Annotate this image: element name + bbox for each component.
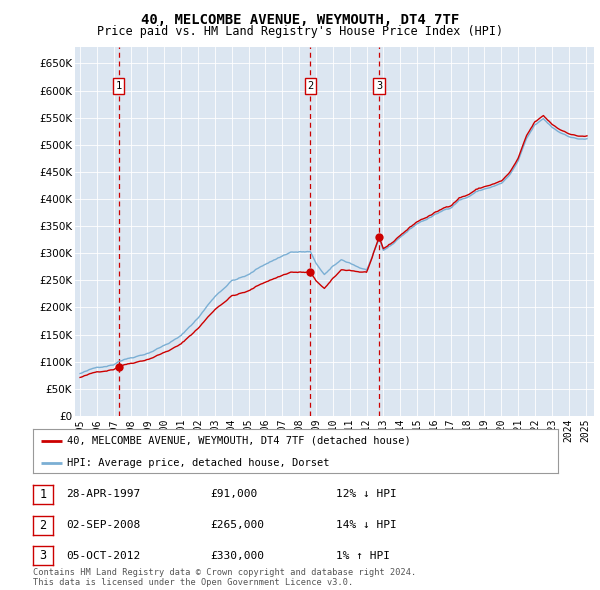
Text: 40, MELCOMBE AVENUE, WEYMOUTH, DT4 7TF: 40, MELCOMBE AVENUE, WEYMOUTH, DT4 7TF	[141, 13, 459, 27]
Text: £330,000: £330,000	[210, 551, 264, 560]
Text: HPI: Average price, detached house, Dorset: HPI: Average price, detached house, Dors…	[67, 458, 329, 468]
Text: 3: 3	[40, 549, 46, 562]
Text: 1% ↑ HPI: 1% ↑ HPI	[336, 551, 390, 560]
Text: 05-OCT-2012: 05-OCT-2012	[66, 551, 140, 560]
Text: £265,000: £265,000	[210, 520, 264, 530]
Text: 12% ↓ HPI: 12% ↓ HPI	[336, 490, 397, 499]
Text: 2: 2	[40, 519, 46, 532]
Text: 2: 2	[307, 81, 314, 91]
Text: 1: 1	[116, 81, 122, 91]
Text: 1: 1	[40, 488, 46, 501]
Text: Price paid vs. HM Land Registry's House Price Index (HPI): Price paid vs. HM Land Registry's House …	[97, 25, 503, 38]
Text: £91,000: £91,000	[210, 490, 257, 499]
Text: 3: 3	[376, 81, 382, 91]
Text: 40, MELCOMBE AVENUE, WEYMOUTH, DT4 7TF (detached house): 40, MELCOMBE AVENUE, WEYMOUTH, DT4 7TF (…	[67, 436, 411, 446]
Text: 28-APR-1997: 28-APR-1997	[66, 490, 140, 499]
Text: 02-SEP-2008: 02-SEP-2008	[66, 520, 140, 530]
Text: Contains HM Land Registry data © Crown copyright and database right 2024.
This d: Contains HM Land Registry data © Crown c…	[33, 568, 416, 587]
Text: 14% ↓ HPI: 14% ↓ HPI	[336, 520, 397, 530]
